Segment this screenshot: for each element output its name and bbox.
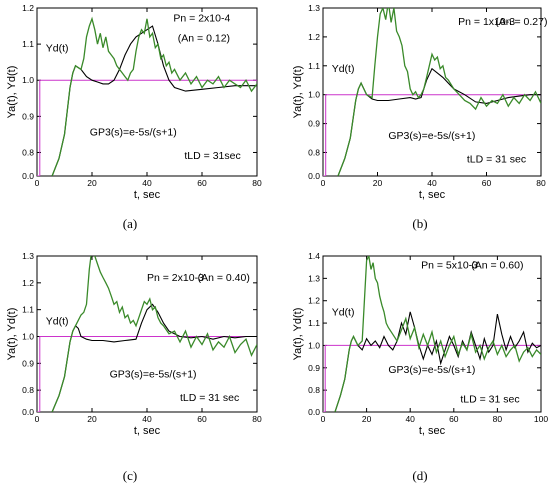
transfer-function-label: GP3(s)=e-5s/(s+1) — [90, 127, 177, 139]
panel-label: (c) — [123, 468, 137, 483]
x-tick-label: 0 — [35, 178, 40, 188]
y-tick-label: 1.4 — [308, 251, 320, 261]
chart-panel-d: 0 20 40 60 80 100 0.0 0.8 0.9 1.0 1.1 1.2 1.3 1.4 t, s… — [292, 251, 548, 483]
series-line-2 — [51, 256, 257, 412]
x-tick-label: 40 — [405, 414, 415, 424]
series-line-0 — [323, 94, 541, 176]
pn-label: Pn = 1x10-3 — [458, 16, 515, 28]
series-line-2 — [337, 8, 541, 176]
y-tick-label: 1.2 — [308, 32, 320, 42]
series-line-2 — [51, 16, 257, 176]
x-axis-label: t, sec — [134, 425, 161, 437]
an-label: (An = 0.27) — [495, 16, 547, 28]
yd-label: Yd(t) — [332, 306, 355, 318]
panel-label: (a) — [123, 216, 137, 231]
tld-label: tLD = 31 sec — [467, 154, 526, 166]
y-tick-label: 1.1 — [22, 305, 34, 315]
series-line-0 — [37, 79, 257, 176]
plot-frame — [322, 255, 542, 413]
x-tick-label: 100 — [534, 414, 548, 424]
x-tick-label: 40 — [142, 414, 152, 424]
y-tick-label: 0.0 — [308, 171, 320, 181]
y-tick-label: 1.3 — [308, 273, 320, 283]
chart-panel-a: 0 20 40 60 80 0.0 0.8 0.9 1.0 1.1 1.2 t, sec Ya(t), … — [6, 3, 262, 231]
y-tick-label: 0.9 — [308, 119, 320, 129]
y-tick-label: 1.1 — [308, 61, 320, 71]
panel-label: (d) — [412, 468, 427, 483]
transfer-function-label: GP3(s)=e-5s/(s+1) — [388, 364, 475, 376]
x-tick-label: 0 — [321, 178, 326, 188]
an-label: (An = 0.60) — [471, 259, 523, 271]
chart-panel-c: 0 20 40 60 80 0.0 0.8 0.9 1.0 1.1 1.2 1.3 t, sec Ya(t… — [6, 251, 262, 483]
tld-label: tLD = 31sec — [184, 150, 240, 162]
x-tick-label: 80 — [493, 414, 503, 424]
y-axis-label: Ya(t), Yd(t) — [6, 308, 18, 361]
x-tick-label: 60 — [482, 178, 492, 188]
y-tick-label: 0.8 — [22, 147, 34, 157]
x-tick-label: 60 — [449, 414, 459, 424]
y-tick-label: 1.2 — [22, 3, 34, 13]
transfer-function-label: GP3(s)=e-5s/(s+1) — [388, 130, 475, 142]
pn-label: Pn = 2x10-4 — [173, 12, 230, 24]
pn-label: Pn = 5x10-3 — [421, 259, 478, 271]
y-tick-label: 0.8 — [308, 147, 320, 157]
y-tick-label: 1.2 — [22, 278, 34, 288]
x-tick-label: 60 — [197, 178, 207, 188]
y-axis-label: Ya(t), Yd(t) — [292, 308, 304, 361]
tld-label: tLD = 31 sec — [460, 394, 519, 406]
y-tick-label: 1.3 — [308, 3, 320, 13]
y-axis-label: Ya(t), Yd(t) — [6, 66, 18, 119]
x-tick-label: 0 — [321, 414, 326, 424]
tld-label: tLD = 31 sec — [180, 392, 239, 404]
transfer-function-label: GP3(s)=e-5s/(s+1) — [110, 369, 197, 381]
x-tick-label: 80 — [252, 178, 262, 188]
yd-label: Yd(t) — [46, 43, 69, 55]
y-tick-label: 0.9 — [22, 358, 34, 368]
yd-label: Yd(t) — [332, 63, 355, 75]
x-tick-label: 0 — [35, 414, 40, 424]
x-tick-label: 20 — [87, 178, 97, 188]
panel-label: (b) — [412, 216, 427, 231]
y-tick-label: 0.0 — [308, 407, 320, 417]
y-tick-label: 1.3 — [22, 251, 34, 261]
y-tick-label: 1.0 — [308, 340, 320, 350]
series-line-0 — [323, 344, 541, 412]
x-axis-label: t, sec — [419, 189, 446, 201]
an-label: (An = 0.12) — [178, 33, 230, 45]
x-tick-label: 20 — [87, 414, 97, 424]
y-tick-label: 1.0 — [308, 90, 320, 100]
y-tick-label: 0.8 — [22, 385, 34, 395]
x-tick-label: 40 — [142, 178, 152, 188]
x-tick-label: 40 — [427, 178, 437, 188]
pn-label: Pn = 2x10-3 — [147, 272, 204, 284]
x-tick-label: 80 — [252, 414, 262, 424]
y-tick-label: 0.9 — [308, 363, 320, 373]
plot-frame — [322, 7, 542, 177]
x-tick-label: 80 — [536, 178, 546, 188]
y-tick-label: 0.0 — [22, 171, 34, 181]
x-tick-label: 60 — [197, 414, 207, 424]
yd-label: Yd(t) — [46, 316, 69, 328]
y-tick-label: 1.0 — [22, 331, 34, 341]
series-line-1 — [334, 311, 541, 412]
x-tick-label: 20 — [362, 414, 372, 424]
series-line-0 — [37, 336, 257, 412]
y-tick-label: 1.0 — [22, 75, 34, 85]
y-tick-label: 1.1 — [308, 318, 320, 328]
x-axis-label: t, sec — [419, 425, 446, 437]
y-tick-label: 0.9 — [22, 111, 34, 121]
chart-panel-b: 0 20 40 60 80 0.0 0.8 0.9 1.0 1.1 1.2 1.3 t, sec Ya(t… — [292, 3, 547, 231]
x-tick-label: 20 — [373, 178, 383, 188]
y-axis-label: Ya(t), Yd(t) — [292, 66, 304, 119]
y-tick-label: 0.0 — [22, 407, 34, 417]
y-tick-label: 1.2 — [308, 296, 320, 306]
y-tick-label: 1.1 — [22, 39, 34, 49]
x-axis-label: t, sec — [134, 189, 161, 201]
an-label: (An = 0.40) — [198, 272, 250, 284]
y-tick-label: 0.8 — [308, 385, 320, 395]
series-line-2 — [334, 256, 541, 412]
